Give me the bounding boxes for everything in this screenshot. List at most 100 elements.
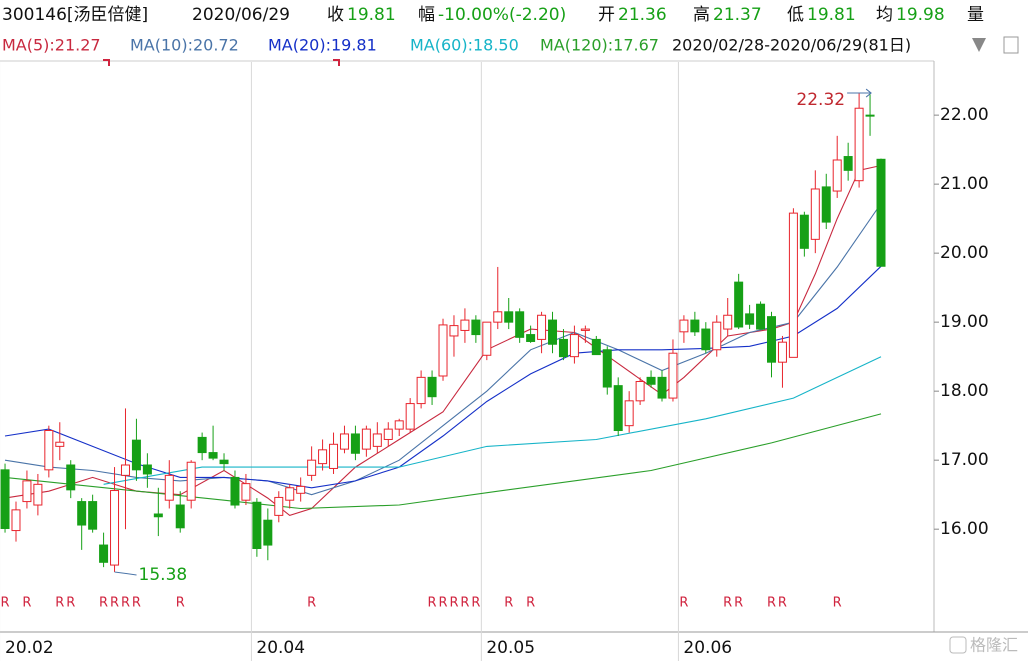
- quote-label: 开: [598, 5, 615, 25]
- candle-body: [329, 443, 339, 469]
- candle-body: [263, 519, 273, 546]
- y-tick-label: 22.00: [940, 105, 989, 125]
- x-tick-label: 20.04: [256, 638, 305, 658]
- candle-body: [22, 480, 32, 503]
- candle-body: [657, 376, 667, 399]
- range-bg: [670, 36, 966, 56]
- candle-body: [186, 461, 196, 501]
- r-marker: R: [526, 596, 535, 611]
- quote-label: 低: [787, 5, 804, 25]
- candle-body: [679, 319, 689, 333]
- ma-line: [4, 203, 882, 496]
- volume-label: 量: [967, 5, 984, 25]
- candle-body: [153, 513, 163, 518]
- candle-body: [416, 376, 426, 405]
- stock-code: 300146[汤臣倍健]: [2, 5, 148, 25]
- r-marker: R: [307, 596, 316, 611]
- candle-body: [197, 436, 207, 454]
- r-marker: R: [460, 596, 469, 611]
- quote-item: 幅 -10.00%(-2.20): [418, 5, 566, 25]
- candle-body: [241, 483, 251, 501]
- panel-icon[interactable]: [1003, 36, 1019, 54]
- candle-body: [0, 469, 10, 529]
- watermark: 格隆汇: [970, 636, 1018, 655]
- candle-body: [339, 433, 349, 450]
- candle-body: [548, 319, 558, 345]
- r-marker: R: [778, 596, 787, 611]
- r-marker: R: [833, 596, 842, 611]
- watermark-icon: [949, 636, 967, 654]
- quote-date: 2020/06/29: [192, 5, 290, 25]
- quote-item: 开 21.36: [598, 5, 667, 25]
- legend-entry: MA(5):21.27: [2, 36, 101, 55]
- low-label: 15.38: [139, 565, 188, 585]
- candle-body: [799, 214, 809, 249]
- candle-body: [219, 459, 229, 465]
- candle-body: [120, 464, 130, 476]
- candle-body: [635, 381, 645, 402]
- candle-body: [11, 509, 21, 532]
- r-marker: R: [110, 596, 119, 611]
- legend-entry: MA(20):19.81: [268, 36, 377, 55]
- legend-entry: MA(10):20.72: [130, 36, 239, 55]
- date-range: 2020/02/28-2020/06/29(81日): [672, 36, 911, 55]
- candle-body: [701, 328, 711, 351]
- r-marker: R: [428, 596, 437, 611]
- high-label: 22.32: [796, 90, 845, 110]
- candle-body: [55, 441, 65, 447]
- candle-body: [515, 311, 525, 338]
- candle-body: [285, 487, 295, 501]
- candle-body: [493, 311, 503, 323]
- x-tick-label: 20.02: [5, 638, 54, 658]
- r-marker: R: [504, 596, 513, 611]
- candle-body: [865, 114, 875, 117]
- candle-body: [591, 338, 601, 356]
- r-marker: R: [99, 596, 108, 611]
- candle-body: [537, 314, 547, 340]
- candle-body: [296, 485, 306, 494]
- candle-body: [767, 316, 777, 363]
- candle-body: [526, 334, 536, 342]
- legend-entry: MA(60):18.50: [410, 36, 519, 55]
- candle-body: [668, 352, 678, 399]
- candle-body: [252, 501, 262, 550]
- candle-body: [175, 504, 185, 529]
- candle-body: [131, 439, 141, 471]
- candle-body: [66, 464, 76, 491]
- y-tick-label: 18.00: [940, 381, 989, 401]
- candle-body: [613, 385, 623, 431]
- candle-body: [110, 490, 120, 566]
- legend-entry: MA(120):17.67: [540, 36, 659, 55]
- r-marker: R: [132, 596, 141, 611]
- y-tick-label: 20.00: [940, 243, 989, 263]
- quote-value: 19.81: [347, 5, 396, 25]
- candle-body: [438, 324, 448, 377]
- r-marker: R: [438, 596, 447, 611]
- quote-item: 均 19.98: [876, 5, 945, 25]
- candle-body: [405, 403, 415, 430]
- y-tick-label: 16.00: [940, 519, 989, 539]
- quote-label: 高: [693, 5, 710, 25]
- r-marker: R: [767, 596, 776, 611]
- candle-body: [361, 428, 371, 450]
- dropdown-icon[interactable]: [972, 38, 986, 52]
- candle-body: [832, 159, 842, 192]
- marker-tick: [333, 59, 340, 66]
- candle-body: [602, 349, 612, 388]
- r-marker: R: [66, 596, 75, 611]
- r-marker: R: [734, 596, 743, 611]
- low-pointer: [114, 571, 137, 576]
- y-tick-label: 21.00: [940, 174, 989, 194]
- candle-body: [876, 158, 886, 267]
- candle-body: [854, 107, 864, 182]
- candle-body: [99, 544, 109, 563]
- candle-body: [504, 311, 514, 323]
- r-marker: R: [471, 596, 480, 611]
- candle-body: [33, 483, 43, 506]
- r-marker: R: [679, 596, 688, 611]
- candle-body: [821, 186, 831, 223]
- candle-body: [646, 376, 656, 385]
- candle-body: [843, 156, 853, 171]
- candle-body: [427, 376, 437, 398]
